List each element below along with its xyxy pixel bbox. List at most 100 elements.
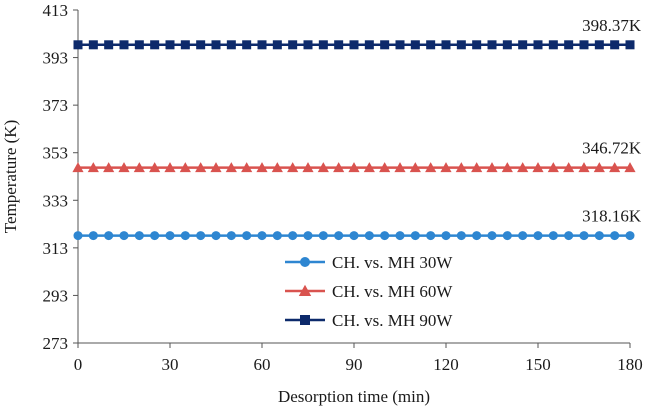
data-point xyxy=(88,231,98,241)
data-point xyxy=(471,162,483,173)
data-point xyxy=(625,231,635,241)
data-point xyxy=(256,162,268,173)
legend-item: CH. vs. MH 90W xyxy=(285,311,453,330)
data-point xyxy=(409,162,421,173)
series-3 xyxy=(73,40,635,50)
data-point xyxy=(426,40,436,50)
data-point xyxy=(165,40,175,50)
data-point xyxy=(303,40,313,50)
data-point xyxy=(302,162,314,173)
data-point xyxy=(73,231,83,241)
data-point xyxy=(133,162,145,173)
data-point xyxy=(441,40,451,50)
data-point xyxy=(456,231,466,241)
data-point xyxy=(410,40,420,50)
data-point xyxy=(563,162,575,173)
y-tick-label: 293 xyxy=(43,286,69,305)
data-point xyxy=(518,40,528,50)
value-annotation: 346.72K xyxy=(582,139,642,158)
data-point xyxy=(149,162,161,173)
data-point xyxy=(164,162,176,173)
data-point xyxy=(134,231,144,241)
data-point xyxy=(288,231,298,241)
data-point xyxy=(303,231,313,241)
data-point xyxy=(180,231,190,241)
data-point xyxy=(242,231,252,241)
data-point xyxy=(579,231,589,241)
x-tick-label: 30 xyxy=(162,355,179,374)
data-point xyxy=(241,162,253,173)
data-point xyxy=(610,40,620,50)
data-point xyxy=(624,162,636,173)
data-point xyxy=(225,162,237,173)
data-point xyxy=(594,231,604,241)
data-point xyxy=(379,162,391,173)
data-point xyxy=(317,162,329,173)
data-point xyxy=(472,231,482,241)
data-point xyxy=(518,231,528,241)
x-tick-label: 150 xyxy=(525,355,551,374)
data-point xyxy=(610,231,620,241)
data-point xyxy=(150,231,160,241)
data-point xyxy=(455,162,467,173)
data-point xyxy=(119,40,129,50)
data-point xyxy=(486,162,498,173)
data-point xyxy=(196,40,206,50)
y-tick-label: 273 xyxy=(43,334,69,353)
data-point xyxy=(501,162,513,173)
data-point xyxy=(165,231,175,241)
value-annotation: 318.16K xyxy=(582,207,642,226)
x-tick-label: 0 xyxy=(74,355,83,374)
data-point xyxy=(395,40,405,50)
x-tick-label: 90 xyxy=(346,355,363,374)
data-point xyxy=(271,162,283,173)
data-point xyxy=(72,162,84,173)
legend-item: CH. vs. MH 30W xyxy=(285,253,453,272)
data-point xyxy=(134,40,144,50)
data-point xyxy=(318,40,328,50)
data-point xyxy=(364,40,374,50)
data-point xyxy=(334,40,344,50)
data-point xyxy=(502,40,512,50)
legend-label: CH. vs. MH 60W xyxy=(332,282,453,301)
data-point xyxy=(394,162,406,173)
data-point xyxy=(242,40,252,50)
data-point xyxy=(288,40,298,50)
value-annotation: 398.37K xyxy=(582,16,642,35)
x-tick-label: 60 xyxy=(254,355,271,374)
data-point xyxy=(287,162,299,173)
legend-label: CH. vs. MH 90W xyxy=(332,311,453,330)
data-point xyxy=(104,40,114,50)
data-point xyxy=(609,162,621,173)
data-point xyxy=(226,231,236,241)
data-point xyxy=(363,162,375,173)
data-point xyxy=(150,40,160,50)
data-point xyxy=(257,231,267,241)
data-point xyxy=(226,40,236,50)
data-point xyxy=(272,40,282,50)
data-point xyxy=(318,231,328,241)
data-point xyxy=(487,40,497,50)
legend-marker xyxy=(298,284,312,296)
y-tick-label: 353 xyxy=(43,144,69,163)
data-point xyxy=(118,162,130,173)
legend: CH. vs. MH 30W CH. vs. MH 60W CH. vs. MH 9… xyxy=(285,253,453,330)
series-1 xyxy=(73,231,635,241)
data-point xyxy=(410,231,420,241)
data-point xyxy=(179,162,191,173)
data-point xyxy=(547,162,559,173)
y-tick-label: 333 xyxy=(43,191,69,210)
data-point xyxy=(579,40,589,50)
ticks-layer: 273 293 313 333 353 373 393 413 0 30 60 90 120 150 180 xyxy=(43,1,643,374)
data-point xyxy=(625,40,635,50)
data-point xyxy=(88,40,98,50)
data-point xyxy=(425,162,437,173)
series-2 xyxy=(72,162,636,173)
data-point xyxy=(211,231,221,241)
data-point xyxy=(257,40,267,50)
data-point xyxy=(333,162,345,173)
data-point xyxy=(426,231,436,241)
data-point xyxy=(272,231,282,241)
